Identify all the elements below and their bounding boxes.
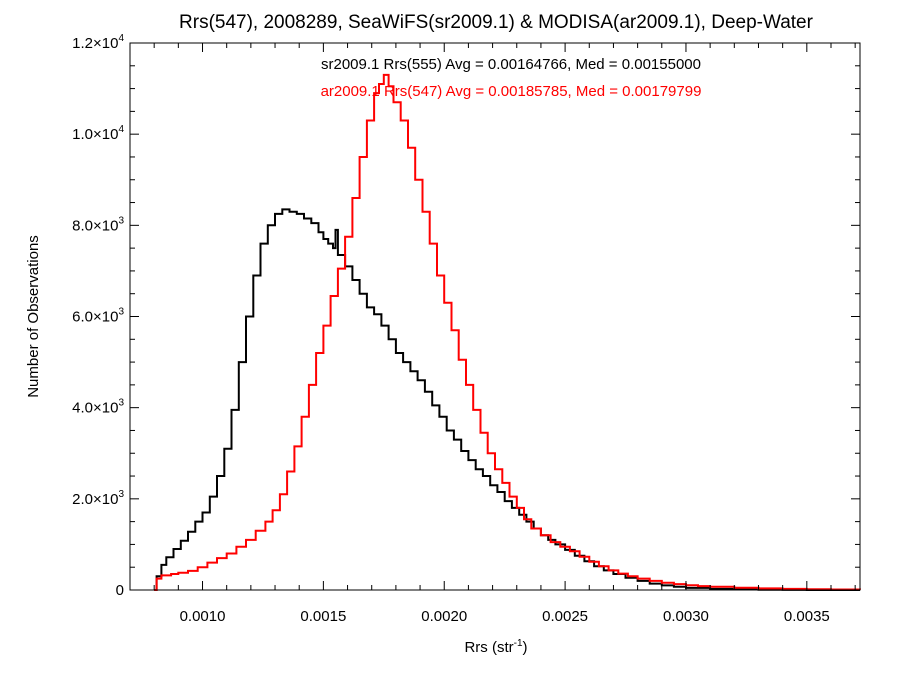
y-tick-label: 6.0×103 xyxy=(72,307,124,326)
x-tick-label: 0.0035 xyxy=(784,608,830,625)
y-tick-label: 0 xyxy=(116,582,124,599)
y-tick-label: 2.0×103 xyxy=(72,489,124,508)
legend: sr2009.1 Rrs(555) Avg = 0.00164766, Med … xyxy=(321,56,702,100)
x-tick-label: 0.0025 xyxy=(542,608,588,625)
x-axis: 0.0010 0.0015 0.0020 0.0025 0.0030 0.0035 xyxy=(153,43,856,625)
series-line-1 xyxy=(154,73,861,591)
y-axis: 0 2.0×103 4.0×103 6.0×103 8.0×103 1.0×104 1.2×… xyxy=(72,33,860,599)
legend-entry-1: ar2009.1 Rrs(547) Avg = 0.00185785, Med … xyxy=(321,83,702,100)
chart-title: Rrs(547), 2008289, SeaWiFS(sr2009.1) & M… xyxy=(179,12,814,33)
y-tick-label: 1.0×104 xyxy=(72,124,124,143)
y-tick-label: 1.2×104 xyxy=(72,33,124,52)
y-tick-label: 4.0×103 xyxy=(72,398,124,417)
y-axis-label: Number of Observations xyxy=(25,235,42,398)
plot-frame xyxy=(129,42,861,591)
plot-area xyxy=(154,73,861,591)
x-tick-label: 0.0030 xyxy=(663,608,709,625)
x-axis-label: Rrs (str-1) xyxy=(464,638,527,656)
series-line-0 xyxy=(154,208,860,591)
x-tick-label: 0.0020 xyxy=(421,608,467,625)
y-tick-label: 8.0×103 xyxy=(72,215,124,234)
x-tick-label: 0.0015 xyxy=(300,608,346,625)
x-tick-label: 0.0010 xyxy=(180,608,226,625)
legend-entry-0: sr2009.1 Rrs(555) Avg = 0.00164766, Med … xyxy=(321,56,701,73)
